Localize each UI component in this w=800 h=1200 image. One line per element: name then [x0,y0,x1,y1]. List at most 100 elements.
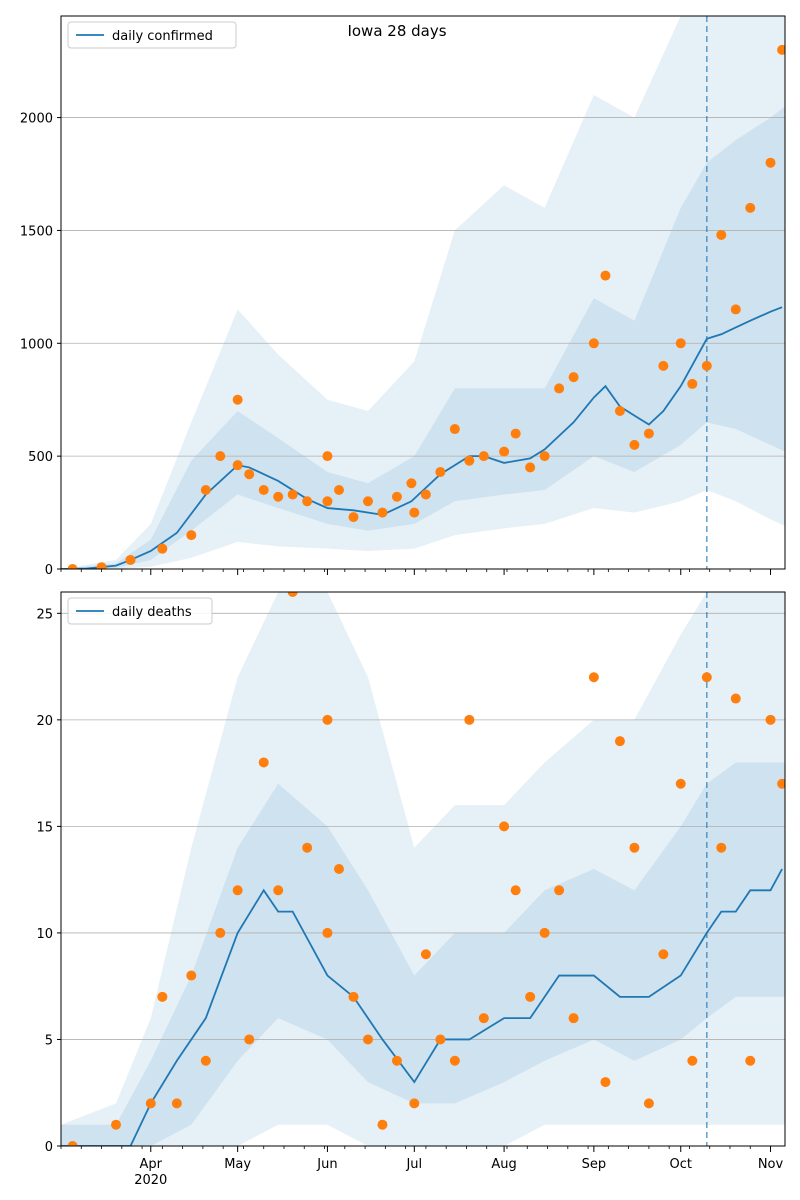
data-point [777,44,785,55]
data-point [701,672,712,683]
data-point [200,485,211,495]
data-point [765,157,776,168]
y-tick-label: 500 [28,450,53,465]
data-point [200,1055,211,1066]
data-point [745,202,756,213]
y-tick-label: 10 [36,927,53,942]
x-tick-label: Oct [670,1157,692,1172]
data-point [232,885,243,896]
data-point [302,842,313,853]
data-point [409,507,420,518]
data-point [273,885,284,896]
data-point [96,562,107,569]
data-point [600,1077,611,1088]
data-point [186,970,197,981]
data-point [435,1034,446,1045]
data-point [499,821,510,832]
data-point [510,428,521,439]
x-tick-label: Nov [758,1157,784,1172]
y-tick-label: 0 [45,563,53,578]
data-point [67,564,78,569]
data-point [215,451,226,462]
confidence-band-2 [61,762,785,1146]
legend: daily deaths [67,597,213,625]
data-point [658,949,669,960]
data-point [232,460,243,471]
data-point [362,496,373,507]
data-point [716,842,727,853]
data-point [145,1098,156,1109]
data-point [348,991,359,1002]
data-point [716,229,727,240]
data-point [745,1055,756,1066]
data-point [701,360,712,371]
legend-box [67,597,213,625]
figure-title: Iowa 28 days [347,22,446,40]
x-tick-label: Apr [140,1157,163,1172]
data-point [322,496,333,507]
data-point [377,1119,388,1130]
data-point [409,1098,420,1109]
legend-box [67,21,237,49]
data-point [525,462,536,473]
data-point [554,383,565,394]
data-point [420,489,431,500]
y-tick-label: 5 [45,1033,53,1048]
deaths-panel: 0 5 10 15 20 25 Apr May Jun Jul Aug Sep Oct Nov 2020 da… [36,591,786,1188]
data-point [730,693,741,704]
data-point [362,1034,373,1045]
data-point [334,485,345,495]
confidence-band-1 [61,16,785,569]
data-point [539,451,550,462]
y-tick-label: 0 [45,1140,53,1155]
x-tick-label: May [224,1157,251,1172]
legend-label: daily confirmed [112,29,213,44]
data-point [675,338,686,349]
data-point [510,885,521,896]
data-point [687,378,698,389]
data-point [629,439,640,450]
plot-area [61,592,785,1146]
y-tick-label: 25 [36,607,53,622]
legend-label: daily deaths [112,605,192,620]
data-point [765,714,776,725]
data-point [499,446,510,457]
data-point [244,1034,255,1045]
data-point [215,927,226,938]
x-tick-label: Jul [405,1157,422,1172]
series-line [61,306,783,569]
data-point [111,1119,122,1130]
plot-area [61,16,785,569]
data-point [334,864,345,874]
data-point [449,424,460,435]
data-point [658,360,669,371]
axes-frame [60,15,786,570]
y-tick-label: 2000 [20,112,53,127]
confidence-band-1 [61,592,785,1146]
data-point [287,592,298,597]
data-point [614,406,625,416]
data-point [171,1098,182,1109]
data-point [588,672,599,683]
confidence-band-2 [61,106,785,569]
data-point [675,778,686,789]
data-point [258,757,269,768]
x-tick-label: Sep [582,1157,607,1172]
data-point [777,778,785,789]
y-tick-label: 1000 [20,337,53,352]
x-tick-label: Jun [316,1157,337,1172]
y-tick-label: 20 [36,714,53,729]
data-point [302,496,313,507]
data-point [157,991,168,1002]
data-point [157,543,168,554]
y-tick-label: 15 [36,820,53,835]
data-point [348,512,359,523]
axes-frame [60,591,786,1147]
data-point [435,466,446,477]
data-point [464,714,475,725]
data-point [406,478,417,489]
data-point [525,991,536,1002]
data-point [568,372,579,383]
data-point [568,1013,579,1024]
data-point [322,927,333,938]
